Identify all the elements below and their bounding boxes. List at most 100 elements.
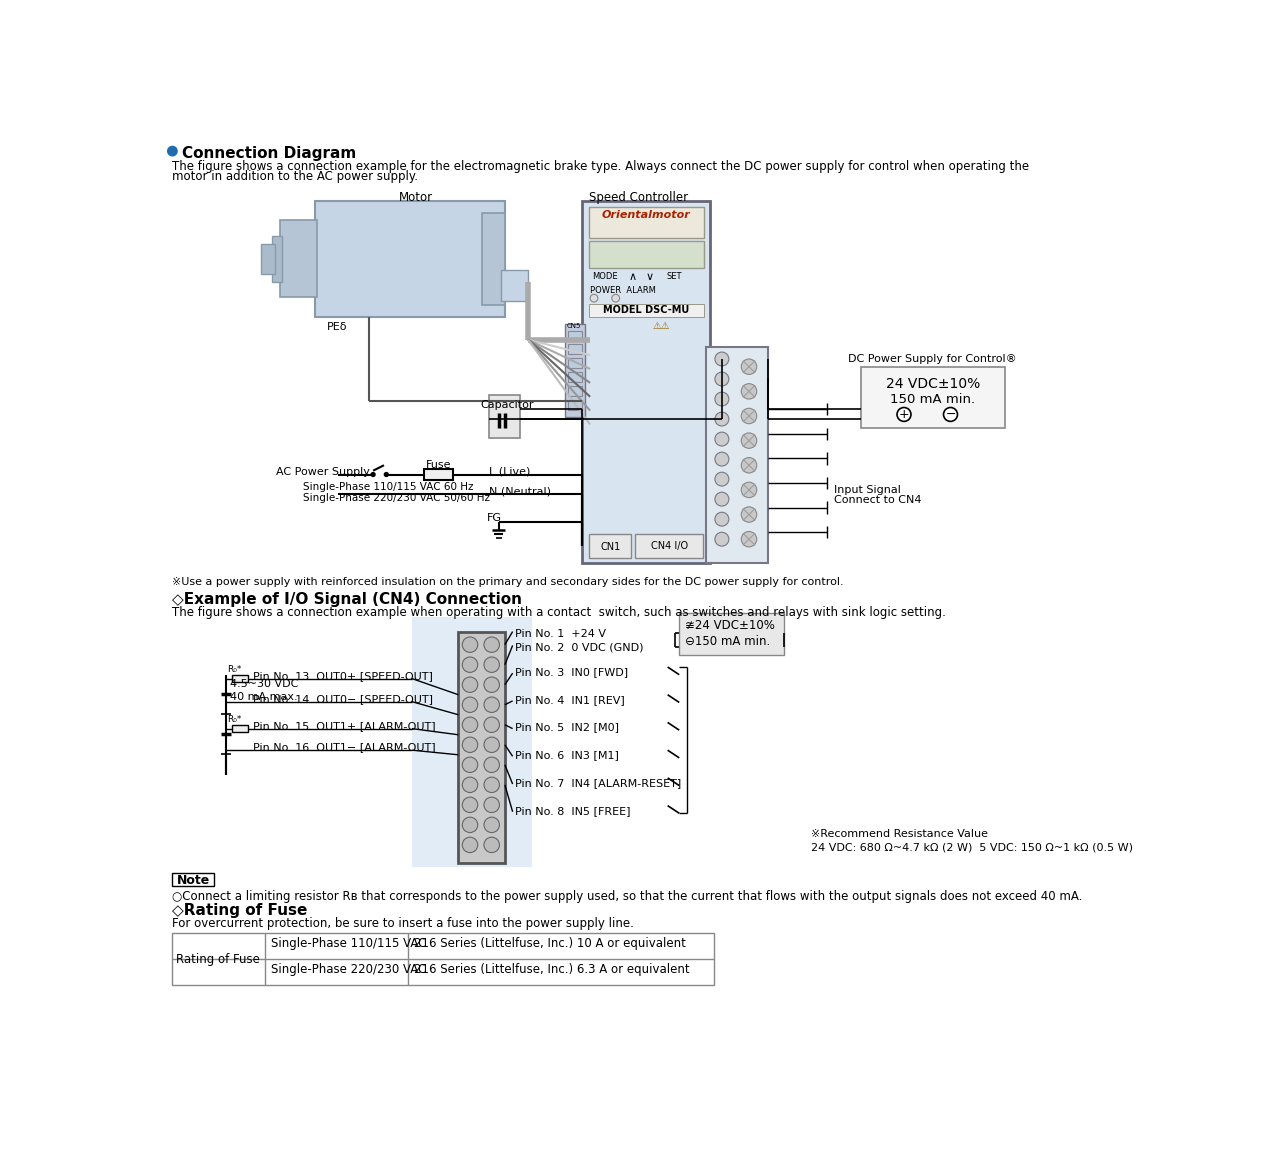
Text: SET: SET — [666, 272, 681, 281]
Circle shape — [741, 359, 756, 374]
Circle shape — [462, 777, 477, 792]
Text: MODEL DSC-MU: MODEL DSC-MU — [603, 305, 689, 315]
Circle shape — [590, 294, 598, 302]
Text: ※Recommend Resistance Value: ※Recommend Resistance Value — [812, 829, 988, 839]
Circle shape — [462, 718, 477, 733]
Bar — [589, 207, 704, 238]
Text: Speed Controller: Speed Controller — [589, 191, 687, 205]
Text: Orientalmotor: Orientalmotor — [602, 211, 690, 221]
Text: The figure shows a connection example for the electromagnetic brake type. Always: The figure shows a connection example fo… — [172, 160, 1029, 173]
Circle shape — [716, 472, 728, 486]
Text: N (Neutral): N (Neutral) — [489, 486, 552, 497]
Circle shape — [462, 797, 477, 813]
Circle shape — [716, 352, 728, 366]
Text: POWER  ALARM: POWER ALARM — [590, 286, 657, 295]
Text: CN1: CN1 — [600, 542, 621, 551]
Text: Single-Phase 220/230 VAC: Single-Phase 220/230 VAC — [271, 963, 426, 977]
Bar — [172, 933, 714, 985]
Bar — [568, 386, 582, 395]
Bar — [568, 372, 582, 383]
Text: Pin No. 14  OUT0− [SPEED-OUT]: Pin No. 14 OUT0− [SPEED-OUT] — [253, 694, 433, 704]
Text: −: − — [945, 408, 956, 421]
Text: R₀*: R₀* — [228, 665, 242, 673]
Bar — [589, 241, 704, 269]
Text: Pin No. 8  IN5 [FREE]: Pin No. 8 IN5 [FREE] — [515, 806, 631, 815]
Text: Capacitor: Capacitor — [480, 400, 534, 409]
Text: For overcurrent protection, be sure to insert a fuse into the power supply line.: For overcurrent protection, be sure to i… — [172, 918, 634, 930]
Bar — [568, 358, 582, 369]
Bar — [172, 872, 214, 886]
Circle shape — [897, 407, 911, 421]
Text: 150 mA min.: 150 mA min. — [890, 393, 975, 406]
Bar — [582, 201, 710, 563]
Circle shape — [741, 507, 756, 522]
Bar — [566, 324, 585, 416]
Text: MODE: MODE — [591, 272, 617, 281]
Bar — [261, 243, 275, 274]
Text: CN5: CN5 — [567, 323, 581, 329]
Circle shape — [716, 512, 728, 526]
Text: Single-Phase 220/230 VAC 50/60 Hz: Single-Phase 220/230 VAC 50/60 Hz — [303, 493, 490, 502]
Bar — [568, 344, 582, 355]
Circle shape — [484, 657, 499, 672]
Circle shape — [371, 472, 375, 477]
Text: ∧: ∧ — [628, 272, 637, 281]
Circle shape — [484, 697, 499, 713]
Circle shape — [741, 483, 756, 498]
Text: Pin No. 15  OUT1+ [ALARM-OUT]: Pin No. 15 OUT1+ [ALARM-OUT] — [253, 721, 435, 730]
Circle shape — [484, 797, 499, 813]
Bar — [680, 613, 783, 656]
Bar — [568, 330, 582, 341]
Text: Connect to CN4: Connect to CN4 — [835, 495, 922, 505]
Circle shape — [741, 408, 756, 423]
Text: Pin No. 4  IN1 [REV]: Pin No. 4 IN1 [REV] — [515, 694, 625, 705]
Bar — [232, 675, 247, 683]
Bar — [589, 534, 631, 558]
Text: Pin No. 16  OUT1− [ALARM-OUT]: Pin No. 16 OUT1− [ALARM-OUT] — [253, 742, 435, 752]
Bar — [489, 395, 521, 437]
Circle shape — [741, 384, 756, 399]
Text: CN4 I/O: CN4 I/O — [650, 542, 687, 551]
Circle shape — [484, 677, 499, 692]
Circle shape — [716, 433, 728, 447]
Text: Single-Phase 110/115 VAC: Single-Phase 110/115 VAC — [271, 937, 426, 950]
Bar — [458, 633, 504, 863]
Circle shape — [462, 818, 477, 833]
Text: ※Use a power supply with reinforced insulation on the primary and secondary side: ※Use a power supply with reinforced insu… — [172, 577, 844, 587]
Circle shape — [484, 757, 499, 772]
Circle shape — [462, 677, 477, 692]
Text: ◇Example of I/O Signal (CN4) Connection: ◇Example of I/O Signal (CN4) Connection — [172, 592, 522, 607]
Circle shape — [716, 492, 728, 506]
Text: Pin No. 2  0 VDC (GND): Pin No. 2 0 VDC (GND) — [515, 642, 644, 652]
Text: Pin No. 1  +24 V: Pin No. 1 +24 V — [515, 628, 605, 638]
Text: DC Power Supply for Control®: DC Power Supply for Control® — [849, 355, 1018, 364]
Bar — [232, 725, 247, 733]
Circle shape — [462, 637, 477, 652]
Text: The figure shows a connection example when operating with a contact  switch, suc: The figure shows a connection example wh… — [172, 606, 946, 619]
Text: Single-Phase 110/115 VAC 60 Hz: Single-Phase 110/115 VAC 60 Hz — [303, 483, 474, 492]
Text: L (Live): L (Live) — [489, 466, 531, 477]
Bar — [500, 271, 529, 301]
Circle shape — [741, 531, 756, 547]
Circle shape — [943, 407, 957, 421]
Circle shape — [741, 433, 756, 448]
Text: Connection Diagram: Connection Diagram — [182, 145, 356, 160]
Bar — [568, 400, 582, 409]
Circle shape — [484, 718, 499, 733]
Bar — [589, 305, 704, 316]
Text: 24 VDC±10%: 24 VDC±10% — [886, 378, 979, 392]
Text: ◇Rating of Fuse: ◇Rating of Fuse — [172, 904, 307, 919]
Circle shape — [462, 757, 477, 772]
Circle shape — [741, 457, 756, 473]
Text: Fuse: Fuse — [426, 459, 452, 470]
Circle shape — [716, 412, 728, 426]
Text: Input Signal: Input Signal — [835, 485, 901, 494]
Text: 216 Series (Littelfuse, Inc.) 6.3 A or equivalent: 216 Series (Littelfuse, Inc.) 6.3 A or e… — [415, 963, 690, 977]
Text: motor in addition to the AC power supply.: motor in addition to the AC power supply… — [172, 170, 417, 184]
Bar — [424, 469, 453, 480]
Circle shape — [462, 837, 477, 852]
Text: 40 mA max.: 40 mA max. — [229, 692, 297, 702]
Text: 4.5~30 VDC: 4.5~30 VDC — [229, 678, 298, 688]
Text: AC Power Supply: AC Power Supply — [276, 466, 370, 477]
Text: Motor: Motor — [398, 191, 433, 205]
